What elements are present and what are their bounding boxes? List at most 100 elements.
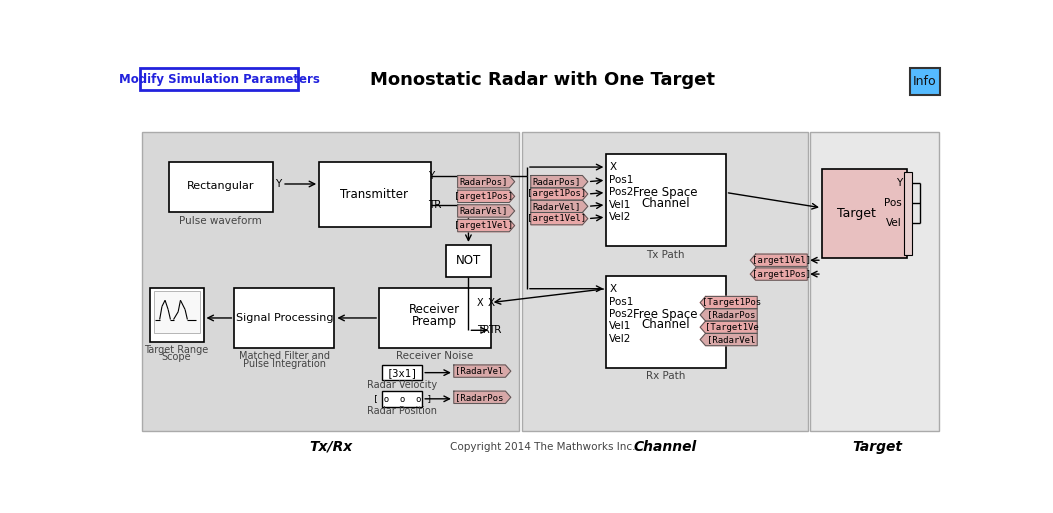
Text: TR: TR [428, 200, 441, 210]
Text: Receiver: Receiver [409, 303, 460, 316]
Polygon shape [750, 254, 808, 266]
Text: [Target1Ve: [Target1Ve [704, 323, 758, 332]
Text: X: X [477, 298, 483, 308]
Polygon shape [458, 190, 515, 203]
Text: Radar Velocity: Radar Velocity [367, 380, 437, 390]
Text: Channel: Channel [641, 319, 690, 331]
Text: Free Space: Free Space [633, 308, 698, 321]
Text: Target: Target [852, 440, 902, 453]
Bar [142, 132, 519, 431]
Bar [382, 365, 422, 380]
Text: [arget1Vel]: [arget1Vel] [528, 214, 587, 223]
Text: TR: TR [488, 325, 501, 334]
Polygon shape [531, 175, 588, 188]
Text: RadarVel]: RadarVel] [533, 202, 581, 211]
Text: Receiver Noise: Receiver Noise [396, 351, 473, 361]
Polygon shape [531, 200, 588, 212]
Text: Pulse waveform: Pulse waveform [179, 216, 262, 226]
Text: Rectangular: Rectangular [186, 181, 254, 191]
Text: RadarPos]: RadarPos] [533, 177, 581, 186]
Text: Vel2: Vel2 [610, 212, 632, 222]
Polygon shape [700, 321, 757, 333]
Polygon shape [531, 188, 588, 200]
Bar [150, 288, 203, 342]
Text: [RadarPos: [RadarPos [455, 393, 503, 402]
Text: [arget1Vel]: [arget1Vel] [752, 255, 811, 265]
Text: [arget1Pos]: [arget1Pos] [454, 192, 513, 201]
Text: [RadarPos: [RadarPos [708, 310, 756, 320]
Text: Channel: Channel [634, 440, 697, 453]
Text: RadarVel]: RadarVel] [459, 206, 508, 215]
Polygon shape [458, 220, 515, 232]
Bar [607, 275, 726, 368]
Text: Transmitter: Transmitter [340, 187, 409, 201]
Bar [910, 68, 940, 95]
Polygon shape [458, 205, 515, 217]
Text: Target: Target [837, 207, 876, 220]
Text: Free Space: Free Space [633, 186, 698, 199]
Text: Preamp: Preamp [412, 314, 457, 327]
Text: Pos: Pos [885, 198, 902, 208]
Polygon shape [700, 297, 757, 309]
Text: X: X [610, 162, 616, 172]
Bar [168, 162, 273, 212]
Text: [ o  o  o ]: [ o o o ] [373, 394, 432, 403]
Polygon shape [454, 365, 511, 377]
Text: Copyright 2014 The Mathworks Inc.: Copyright 2014 The Mathworks Inc. [450, 442, 635, 451]
Text: Modify Simulation Parameters: Modify Simulation Parameters [119, 73, 320, 86]
Text: Vel1: Vel1 [610, 200, 632, 210]
Polygon shape [454, 391, 511, 403]
Text: [arget1Pos]: [arget1Pos] [752, 269, 811, 279]
Text: Y: Y [275, 179, 281, 189]
Bar [811, 132, 939, 431]
Text: Target Range: Target Range [144, 345, 208, 354]
Text: [Target1Pos: [Target1Pos [702, 298, 761, 307]
Text: Channel: Channel [641, 197, 690, 210]
Bar [140, 69, 298, 90]
Bar [607, 154, 726, 246]
Text: Y: Y [896, 178, 902, 188]
Bar [446, 245, 491, 277]
Polygon shape [700, 333, 757, 346]
Text: RadarPos]: RadarPos] [459, 177, 508, 186]
Text: Pos1: Pos1 [610, 297, 634, 307]
Text: Y: Y [428, 170, 434, 181]
Text: Radar Position: Radar Position [367, 406, 437, 416]
Text: Pos2: Pos2 [610, 187, 634, 198]
Text: Tx Path: Tx Path [647, 250, 684, 260]
Bar [382, 391, 422, 406]
Text: Pos2: Pos2 [610, 309, 634, 319]
Text: [RadarVel: [RadarVel [455, 367, 503, 376]
Text: Matched Filter and: Matched Filter and [239, 351, 330, 361]
Text: Rx Path: Rx Path [645, 371, 686, 382]
Text: [arget1Pos]: [arget1Pos] [528, 189, 587, 199]
Text: Vel1: Vel1 [610, 322, 632, 331]
Text: X: X [488, 298, 495, 308]
Bar [822, 169, 907, 258]
Bar [154, 291, 200, 333]
Polygon shape [700, 309, 757, 321]
Bar [319, 162, 431, 227]
Text: Pulse Integration: Pulse Integration [243, 359, 326, 369]
Bar [235, 288, 335, 348]
Bar [521, 132, 808, 431]
Polygon shape [531, 212, 588, 225]
Text: Scope: Scope [162, 352, 192, 362]
Text: [RadarVel: [RadarVel [708, 335, 756, 344]
Text: TR: TR [477, 325, 490, 336]
Text: Vel: Vel [887, 218, 902, 228]
Text: Signal Processing: Signal Processing [236, 313, 333, 323]
Text: Pos1: Pos1 [610, 175, 634, 185]
Polygon shape [458, 175, 515, 188]
Text: [3x1]: [3x1] [386, 368, 418, 378]
Text: Info: Info [913, 75, 937, 88]
Text: [arget1Vel]: [arget1Vel] [454, 221, 513, 230]
Text: X: X [610, 284, 616, 294]
Bar [905, 172, 912, 255]
Text: Vel2: Vel2 [610, 334, 632, 344]
Bar [379, 288, 491, 348]
Text: NOT: NOT [456, 254, 481, 267]
Polygon shape [750, 268, 808, 280]
Text: Tx/Rx: Tx/Rx [309, 440, 353, 453]
Text: Monostatic Radar with One Target: Monostatic Radar with One Target [370, 71, 715, 89]
